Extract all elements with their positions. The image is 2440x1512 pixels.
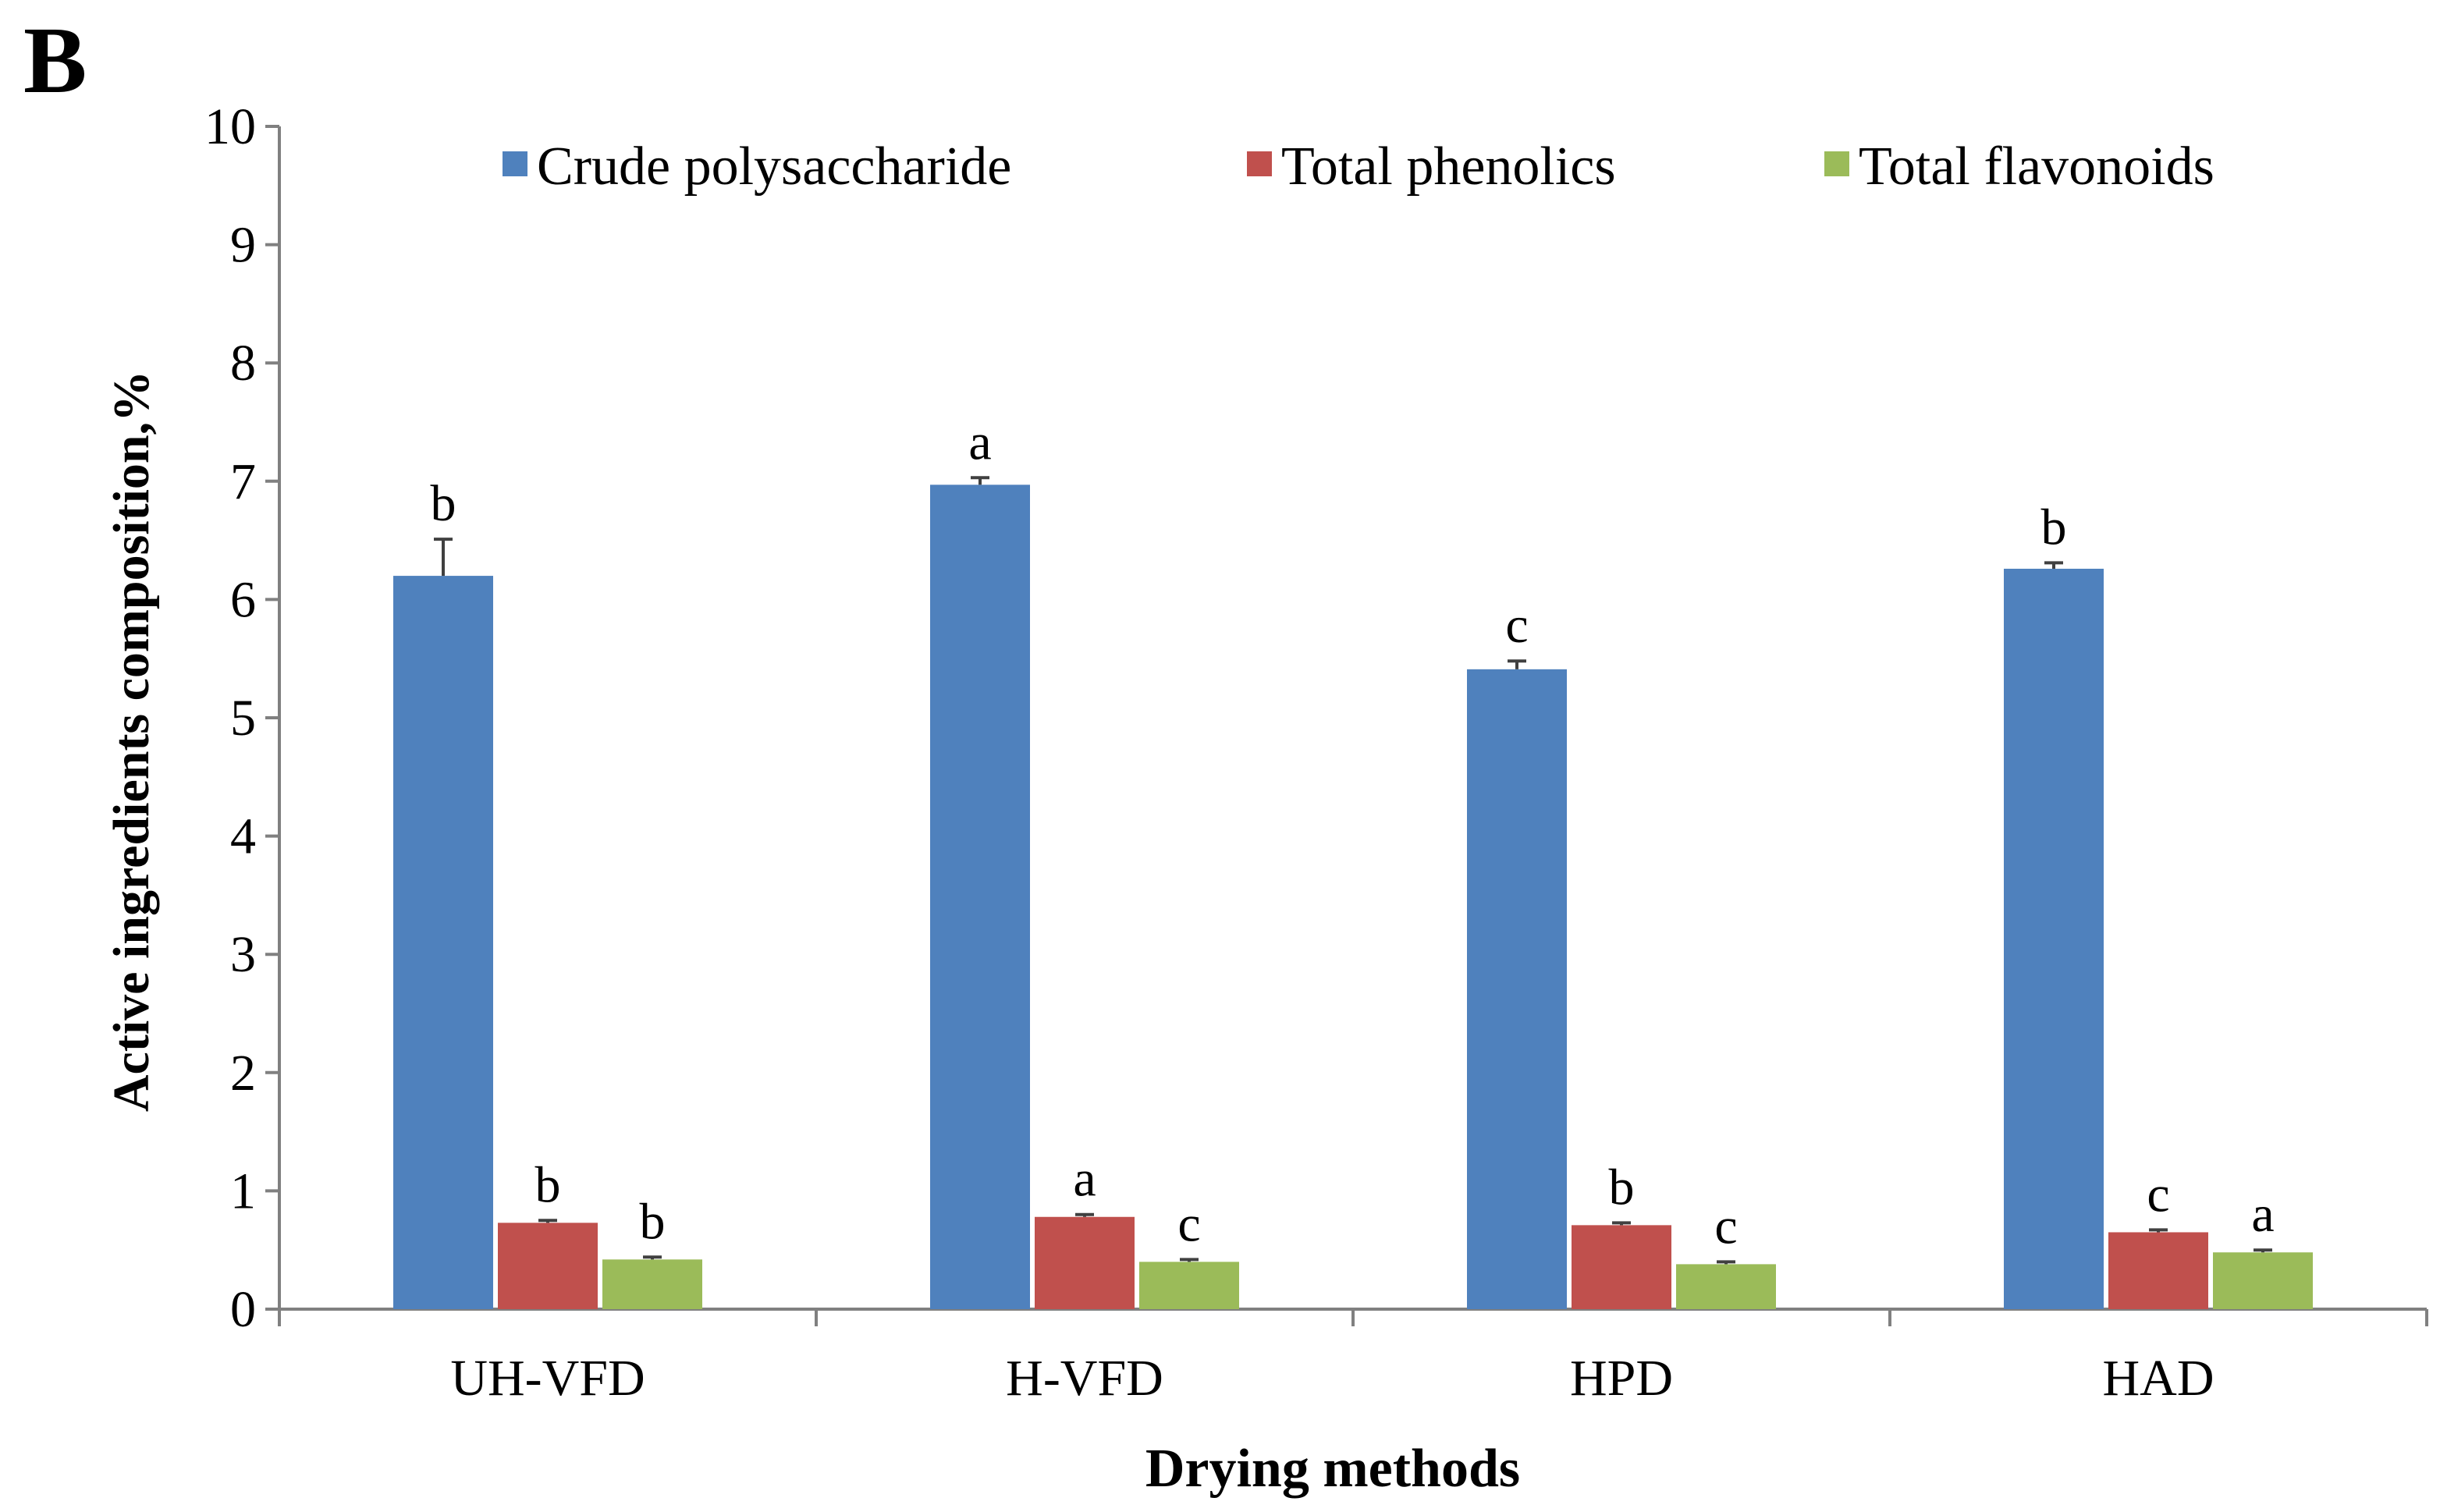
significance-letter: b xyxy=(431,475,456,532)
significance-letter: b xyxy=(1609,1159,1635,1216)
x-tick-label: H-VFD xyxy=(1006,1350,1163,1407)
legend-swatch xyxy=(1247,151,1272,176)
y-tick-label: 3 xyxy=(230,926,256,983)
significance-letter: a xyxy=(968,413,991,470)
x-tick-label: HPD xyxy=(1570,1350,1673,1407)
y-tick-label: 5 xyxy=(230,690,256,747)
significance-letter: a xyxy=(1073,1151,1096,1208)
significance-letter: c xyxy=(2147,1166,2169,1223)
significance-letter: b xyxy=(2041,499,2067,555)
chart-axes: 0 1 2 3 4 5 6 7 8 9 10 UH-VFD H-VFD HPD HAD xyxy=(204,98,2428,1407)
y-tick-label: 0 xyxy=(230,1281,256,1338)
chart-legend: Crude polysaccharide Total phenolics Total… xyxy=(503,137,2214,197)
bar xyxy=(498,1223,598,1309)
bar xyxy=(393,576,493,1309)
bar xyxy=(2213,1252,2313,1309)
y-tick-label: 9 xyxy=(230,217,256,274)
bar xyxy=(1467,669,1567,1309)
bar xyxy=(1572,1225,1671,1309)
y-tick-label: 10 xyxy=(204,98,256,155)
significance-letter: c xyxy=(1505,597,1528,654)
bar xyxy=(930,484,1030,1309)
y-tick-label: 4 xyxy=(230,808,256,865)
y-tick-label: 2 xyxy=(230,1045,256,1102)
bar xyxy=(1139,1262,1239,1309)
significance-letter: c xyxy=(1714,1198,1737,1255)
legend-label: Total flavonoids xyxy=(1859,137,2214,197)
legend-label: Crude polysaccharide xyxy=(537,137,1011,197)
significance-letter: b xyxy=(535,1156,561,1213)
y-tick-label: 6 xyxy=(230,571,256,628)
y-tick-label: 1 xyxy=(230,1162,256,1219)
legend-swatch xyxy=(503,151,527,176)
y-tick-label: 7 xyxy=(230,453,256,510)
x-tick-label: HAD xyxy=(2103,1350,2214,1407)
y-axis-label: Active ingredients composition,% xyxy=(103,371,160,1112)
legend-label: Total phenolics xyxy=(1281,137,1616,197)
panel-label: B xyxy=(23,8,87,113)
x-tick-label: UH-VFD xyxy=(450,1350,645,1407)
chart-bars: b b b a a c c b c b c a xyxy=(393,413,2313,1309)
significance-letter: a xyxy=(2251,1186,2274,1243)
bar xyxy=(2108,1232,2208,1309)
bar xyxy=(602,1259,702,1309)
bar xyxy=(1676,1264,1776,1309)
bar xyxy=(1035,1216,1135,1309)
significance-letter: c xyxy=(1177,1195,1200,1252)
x-axis-label: Drying methods xyxy=(1145,1439,1520,1499)
legend-swatch xyxy=(1824,151,1849,176)
bar xyxy=(2004,568,2104,1309)
y-tick-label: 8 xyxy=(230,335,256,392)
significance-letter: b xyxy=(640,1193,666,1250)
